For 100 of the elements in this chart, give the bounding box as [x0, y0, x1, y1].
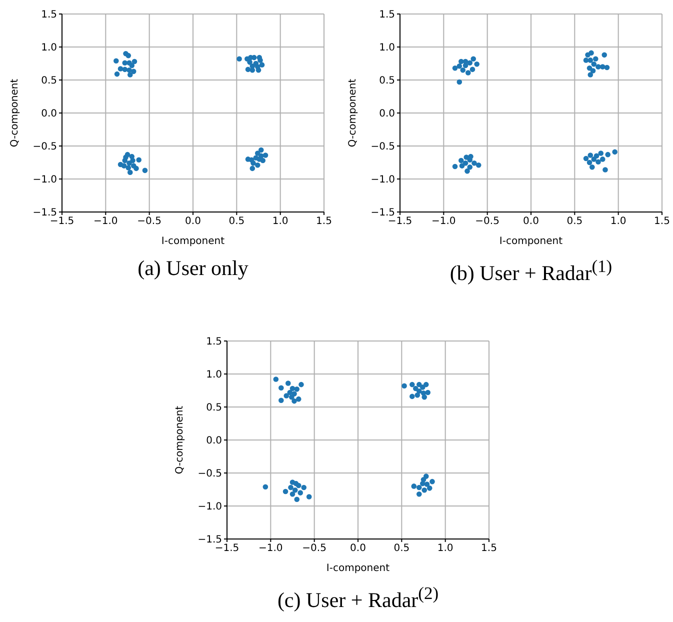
point [602, 167, 608, 172]
point [236, 56, 242, 62]
point [410, 382, 415, 388]
point [470, 56, 476, 62]
x-tick-label: −1.5 [214, 543, 240, 554]
point [591, 62, 597, 67]
point [474, 62, 480, 67]
point [245, 66, 251, 72]
point [596, 159, 601, 164]
x-tick-label: −1.0 [432, 216, 456, 228]
point [130, 68, 136, 74]
point [460, 67, 466, 73]
point [476, 162, 482, 168]
y-tick-label: −0.5 [32, 142, 57, 153]
point [411, 484, 417, 489]
point [430, 478, 435, 484]
x-tick-label: −0.5 [475, 216, 500, 228]
point [583, 58, 589, 63]
point [452, 164, 458, 170]
y-axis-title: Q-component [174, 406, 186, 474]
point [296, 396, 302, 402]
point [126, 60, 132, 66]
y-tick-label: −0.5 [198, 468, 222, 480]
point [127, 72, 133, 78]
x-tick-label: 0.5 [394, 543, 410, 554]
point [294, 496, 300, 502]
point [126, 67, 132, 73]
y-tick-label: 1.0 [206, 370, 222, 381]
point [420, 390, 426, 396]
point [292, 488, 298, 493]
y-tick-label: 1.0 [379, 42, 395, 54]
point [301, 484, 306, 490]
x-tick-label: 0.5 [566, 216, 583, 228]
point [605, 152, 610, 158]
point [585, 52, 590, 58]
point [470, 66, 476, 72]
y-tick-label: 0.5 [379, 76, 395, 87]
point [424, 482, 430, 487]
point [142, 168, 148, 174]
point [126, 165, 132, 170]
point [594, 153, 600, 159]
point [416, 484, 422, 490]
y-tick-label: 0.0 [379, 108, 395, 120]
x-tick-label: 0.0 [350, 543, 366, 554]
point [602, 52, 608, 58]
point [259, 62, 265, 68]
y-tick-label: −1.0 [370, 174, 395, 186]
point [465, 70, 471, 76]
x-tick-label: −1.5 [50, 216, 74, 228]
text: (a) User only [136, 256, 250, 281]
y-tick-label: 1.0 [41, 42, 57, 54]
point [458, 158, 464, 164]
x-tick-label: 1.5 [481, 543, 497, 554]
point [590, 68, 596, 74]
x-tick-label: −1.0 [258, 543, 283, 554]
x-tick-label: 0.0 [523, 216, 539, 228]
point [414, 392, 420, 398]
point [420, 476, 426, 482]
x-tick-label: 0.0 [185, 216, 201, 228]
x-tick-label: 1.0 [272, 216, 288, 228]
point [127, 170, 133, 176]
point [278, 385, 284, 390]
point [273, 376, 279, 382]
point [114, 71, 120, 77]
point [258, 147, 264, 153]
point [306, 494, 312, 500]
point [452, 65, 458, 71]
text: (c) User + Radar$^{(2)}$ [276, 583, 440, 613]
point [126, 52, 132, 58]
point [290, 491, 296, 497]
y-tick-label: 1.5 [41, 10, 57, 21]
y-tick-label: −1.5 [32, 208, 57, 219]
y-tick-label: 0.0 [206, 436, 222, 447]
y-tick-label: 0.5 [206, 402, 222, 414]
y-tick-label: 0.5 [41, 76, 57, 87]
point [121, 163, 127, 168]
point [129, 154, 135, 160]
point [262, 152, 268, 158]
point [298, 382, 304, 388]
point [118, 66, 124, 72]
point [467, 60, 473, 66]
point [600, 156, 606, 162]
y-tick-label: −1.0 [198, 502, 222, 513]
point [459, 163, 465, 168]
point [583, 156, 589, 162]
point [467, 164, 473, 170]
point [456, 64, 462, 69]
point [410, 394, 415, 400]
y-tick-label: 1.5 [379, 10, 395, 21]
x-tick-label: −1.0 [94, 216, 118, 228]
y-tick-label: −1.5 [370, 208, 395, 219]
point [298, 490, 304, 496]
point [250, 64, 256, 69]
y-tick-label: 0.0 [41, 108, 57, 120]
point [422, 488, 428, 493]
x-tick-label: −0.5 [302, 543, 326, 554]
x-axis-title: I-component [161, 236, 225, 247]
point [132, 58, 138, 64]
y-axis-title: Q-component [10, 78, 21, 148]
point [612, 149, 618, 155]
